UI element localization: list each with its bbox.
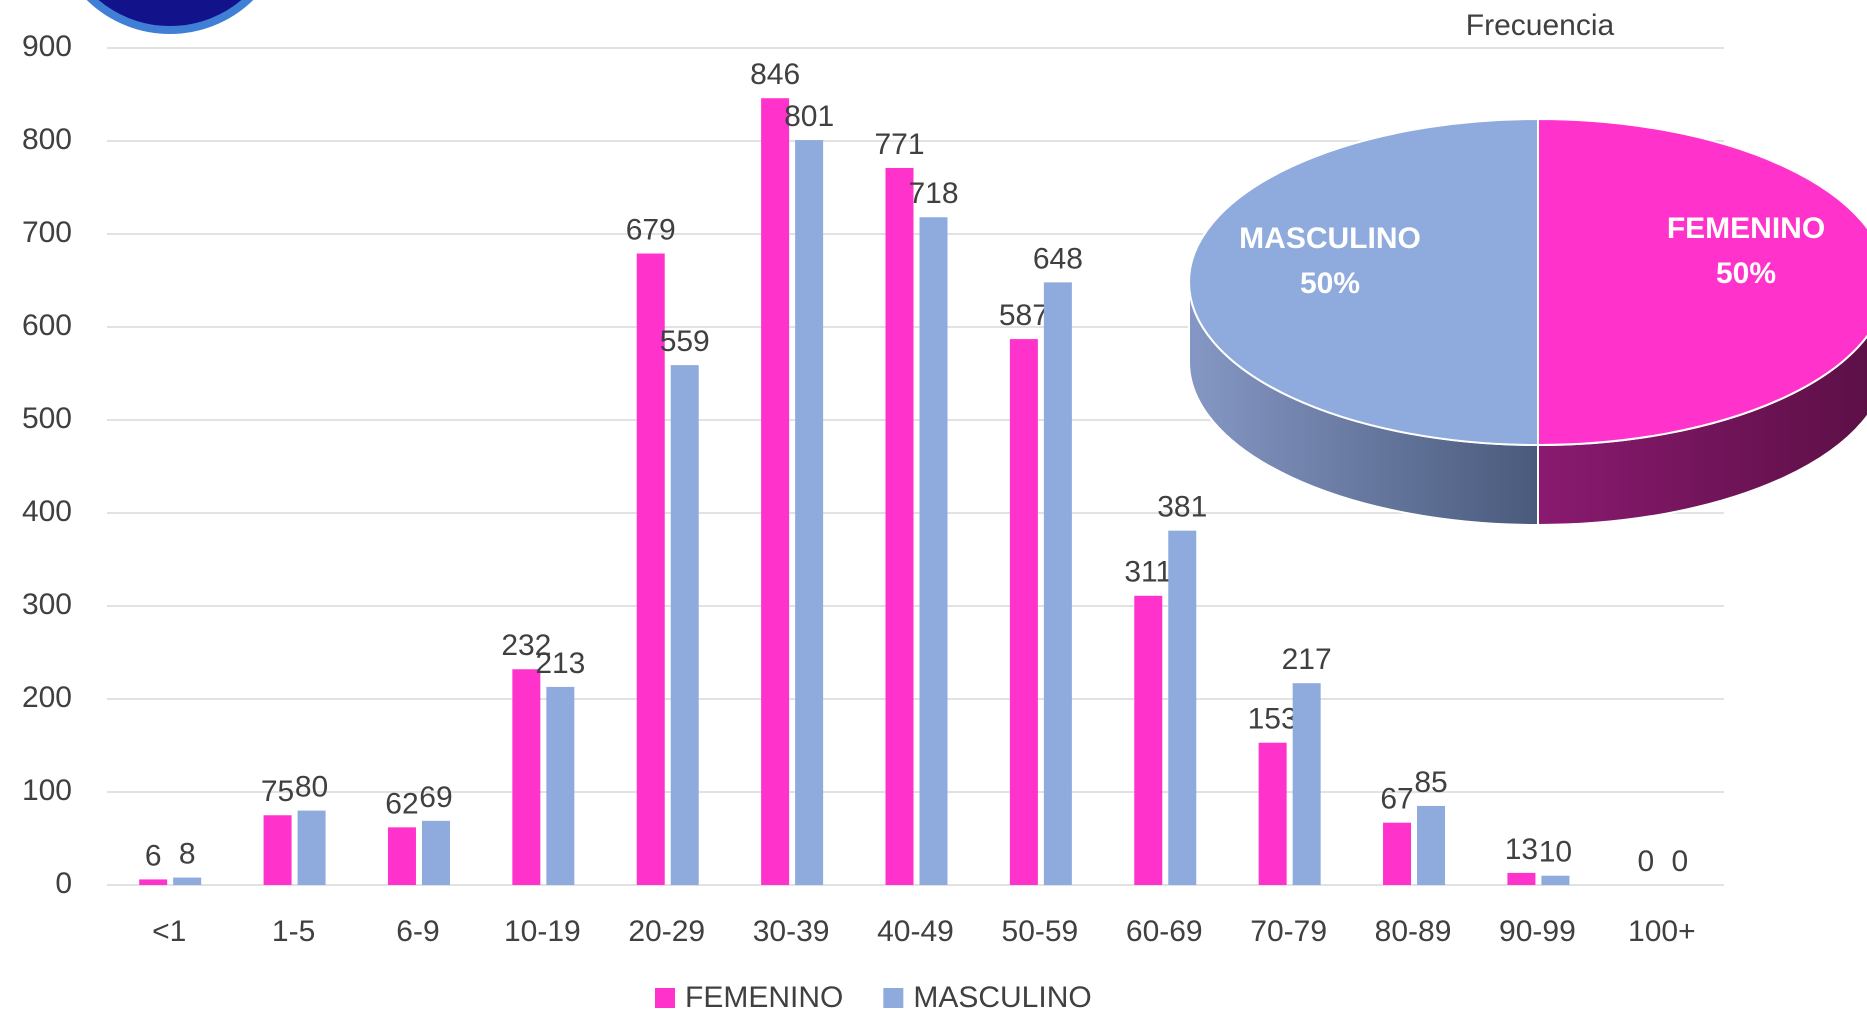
- data-label: 13: [1505, 833, 1538, 866]
- y-tick-label: 200: [22, 681, 72, 714]
- bar: [795, 140, 824, 885]
- y-tick-label: 500: [22, 402, 72, 435]
- legend-label: FEMENINO: [685, 981, 843, 1014]
- bar: [421, 820, 450, 885]
- data-label: 846: [750, 58, 800, 91]
- y-tick-label: 100: [22, 774, 72, 807]
- pie-label: FEMENINO: [1667, 212, 1825, 245]
- pie-value-label: 50%: [1716, 257, 1776, 290]
- bar: [1507, 872, 1536, 885]
- pie-value-label: 50%: [1300, 267, 1360, 300]
- bar: [1383, 822, 1412, 885]
- bar: [297, 810, 326, 885]
- data-label: 381: [1157, 491, 1207, 524]
- data-label: 69: [419, 781, 452, 814]
- logo: [86, 0, 254, 34]
- x-tick-label: 70-79: [1250, 915, 1327, 948]
- y-tick-label: 900: [22, 30, 72, 63]
- bar: [919, 217, 948, 885]
- bar: [1541, 875, 1570, 885]
- y-tick-label: 400: [22, 495, 72, 528]
- bar: [1134, 595, 1163, 885]
- y-tick-label: 600: [22, 309, 72, 342]
- data-label: 648: [1033, 242, 1083, 275]
- bar: [761, 98, 790, 886]
- pie-title: Frecuencia: [1466, 9, 1615, 42]
- x-tick-label: 10-19: [504, 915, 581, 948]
- y-tick-label: 800: [22, 123, 72, 156]
- data-label: 85: [1414, 766, 1447, 799]
- bar: [263, 815, 292, 885]
- data-label: 587: [999, 299, 1049, 332]
- pie-slice: [1537, 117, 1867, 447]
- data-label: 75: [261, 775, 294, 808]
- data-label: 718: [908, 177, 958, 210]
- data-label: 559: [660, 325, 710, 358]
- x-tick-label: 40-49: [877, 915, 954, 948]
- data-label: 8: [179, 837, 196, 870]
- data-label: 0: [1637, 845, 1654, 878]
- legend-swatch: [883, 988, 904, 1008]
- data-label: 801: [784, 100, 834, 133]
- data-label: 679: [626, 213, 676, 246]
- data-label: 6: [145, 839, 162, 872]
- bar: [173, 877, 202, 885]
- bar: [1043, 282, 1072, 885]
- data-label: 0: [1671, 845, 1688, 878]
- legend-swatch: [655, 988, 675, 1008]
- x-tick-label: <1: [152, 915, 186, 948]
- bar: [1417, 805, 1446, 885]
- x-tick-label: 20-29: [628, 915, 705, 948]
- bar: [670, 365, 699, 885]
- bar: [1009, 339, 1038, 886]
- x-tick-label: 6-9: [396, 915, 439, 948]
- pie-slice: [1188, 117, 1539, 447]
- y-tick-label: 0: [55, 867, 72, 900]
- x-tick-label: 60-69: [1126, 915, 1203, 948]
- bar: [387, 827, 416, 885]
- bar: [1258, 742, 1287, 885]
- bar: [139, 879, 168, 885]
- x-tick-label: 50-59: [1002, 915, 1079, 948]
- data-label: 153: [1248, 703, 1298, 736]
- x-tick-label: 90-99: [1499, 915, 1576, 948]
- data-label: 213: [535, 647, 585, 680]
- bar: [636, 253, 665, 885]
- data-label: 232: [501, 629, 551, 662]
- bar: [1292, 683, 1321, 885]
- pie-label: MASCULINO: [1239, 222, 1421, 255]
- bar: [546, 686, 575, 885]
- x-tick-label: 30-39: [753, 915, 830, 948]
- y-tick-label: 700: [22, 216, 72, 249]
- legend-label: MASCULINO: [913, 981, 1091, 1014]
- data-label: 217: [1282, 643, 1332, 676]
- bar: [512, 669, 541, 885]
- x-tick-label: 80-89: [1375, 915, 1452, 948]
- bar: [1168, 530, 1197, 885]
- data-label: 80: [295, 771, 328, 804]
- data-label: 311: [1124, 556, 1172, 589]
- y-tick-label: 300: [22, 588, 72, 621]
- data-label: 771: [874, 128, 924, 161]
- data-label: 62: [385, 787, 418, 820]
- data-label: 67: [1380, 783, 1413, 816]
- data-label: 10: [1539, 836, 1572, 869]
- bar: [885, 167, 914, 886]
- x-tick-label: 100+: [1628, 915, 1696, 948]
- x-tick-label: 1-5: [272, 915, 315, 948]
